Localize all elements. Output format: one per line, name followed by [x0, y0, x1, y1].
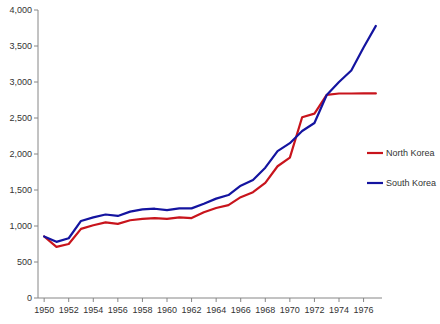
y-tick — [34, 190, 38, 191]
y-tick — [34, 226, 38, 227]
x-tick-label: 1960 — [157, 305, 177, 315]
x-tick — [314, 298, 315, 302]
y-tick-label: 0 — [27, 293, 32, 303]
x-tick-label: 1964 — [206, 305, 226, 315]
legend-swatch — [367, 152, 383, 154]
legend-label: South Korea — [386, 178, 436, 188]
y-tick-label: 1,500 — [9, 185, 32, 195]
legend: North Korea South Korea — [367, 148, 436, 188]
x-tick — [191, 298, 192, 302]
x-tick — [265, 298, 266, 302]
legend-swatch — [367, 182, 383, 184]
x-tick-label: 1974 — [329, 305, 349, 315]
x-tick — [44, 298, 45, 302]
legend-label: North Korea — [386, 148, 435, 158]
y-tick — [34, 10, 38, 11]
x-tick — [117, 298, 118, 302]
x-tick-label: 1954 — [83, 305, 103, 315]
x-tick-label: 1962 — [182, 305, 202, 315]
y-tick — [34, 262, 38, 263]
x-tick — [289, 298, 290, 302]
x-tick — [142, 298, 143, 302]
y-tick — [34, 154, 38, 155]
y-tick-label: 3,000 — [9, 77, 32, 87]
y-tick-label: 4,000 — [9, 5, 32, 15]
x-tick-label: 1968 — [255, 305, 275, 315]
x-tick — [363, 298, 364, 302]
x-tick — [93, 298, 94, 302]
y-tick — [34, 298, 38, 299]
x-tick-label: 1952 — [59, 305, 79, 315]
x-tick — [216, 298, 217, 302]
series-line — [44, 26, 376, 242]
chart: 0 500 1,000 1,500 2,000 2,500 3,000 3,500 4,000 1… — [0, 0, 440, 324]
x-tick-label: 1972 — [304, 305, 324, 315]
x-tick-label: 1956 — [108, 305, 128, 315]
y-tick-label: 1,000 — [9, 221, 32, 231]
x-tick-label: 1976 — [354, 305, 374, 315]
x-tick-label: 1958 — [132, 305, 152, 315]
x-tick-label: 1966 — [231, 305, 251, 315]
x-tick-label: 1970 — [280, 305, 300, 315]
y-tick — [34, 46, 38, 47]
y-tick-label: 3,500 — [9, 41, 32, 51]
x-tick — [68, 298, 69, 302]
x-tick-label: 1950 — [34, 305, 54, 315]
y-tick-label: 2,500 — [9, 113, 32, 123]
x-tick — [167, 298, 168, 302]
y-tick — [34, 118, 38, 119]
y-tick — [34, 82, 38, 83]
x-tick — [240, 298, 241, 302]
x-tick — [339, 298, 340, 302]
y-tick-label: 2,000 — [9, 149, 32, 159]
plot-area — [44, 26, 376, 247]
series-line — [44, 93, 376, 246]
y-tick-label: 500 — [17, 257, 32, 267]
x-axis-line — [38, 298, 382, 299]
